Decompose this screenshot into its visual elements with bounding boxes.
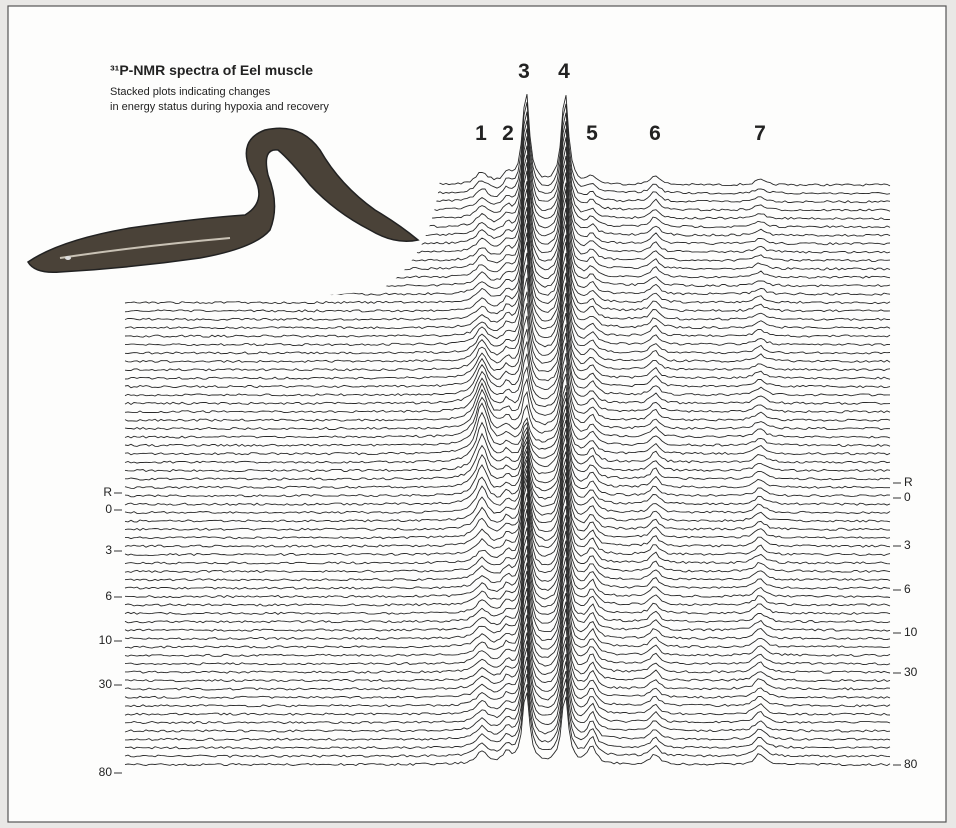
time-label-left: 80 bbox=[99, 765, 113, 779]
subtitle-line: Stacked plots indicating changes bbox=[110, 86, 271, 98]
peak-label: 4 bbox=[558, 60, 570, 83]
time-label-right: 30 bbox=[904, 665, 918, 679]
time-label-right: 0 bbox=[904, 490, 911, 504]
time-label-left: 3 bbox=[105, 543, 112, 557]
time-label-right: 10 bbox=[904, 625, 918, 639]
peak-label: 2 bbox=[502, 122, 514, 145]
figure: ³¹P-NMR spectra of Eel muscle Stacked pl… bbox=[0, 0, 956, 828]
time-label-left: R bbox=[103, 485, 112, 499]
peak-label: 7 bbox=[754, 122, 766, 145]
title: ³¹P-NMR spectra of Eel muscle bbox=[110, 62, 313, 78]
time-label-right: 3 bbox=[904, 538, 911, 552]
page: ³¹P-NMR spectra of Eel muscle Stacked pl… bbox=[0, 0, 956, 828]
eel-eye bbox=[65, 256, 71, 260]
subtitle-line: in energy status during hypoxia and reco… bbox=[110, 101, 329, 113]
peak-label: 1 bbox=[475, 122, 487, 145]
time-label-left: 0 bbox=[105, 502, 112, 516]
time-label-right: 80 bbox=[904, 757, 918, 771]
peak-label: 6 bbox=[649, 122, 661, 145]
peak-label: 3 bbox=[518, 60, 530, 83]
peak-label: 5 bbox=[586, 122, 598, 145]
time-label-left: 10 bbox=[99, 633, 113, 647]
time-label-right: 6 bbox=[904, 582, 911, 596]
time-label-right: R bbox=[904, 475, 913, 489]
time-label-left: 6 bbox=[105, 589, 112, 603]
time-label-left: 30 bbox=[99, 677, 113, 691]
